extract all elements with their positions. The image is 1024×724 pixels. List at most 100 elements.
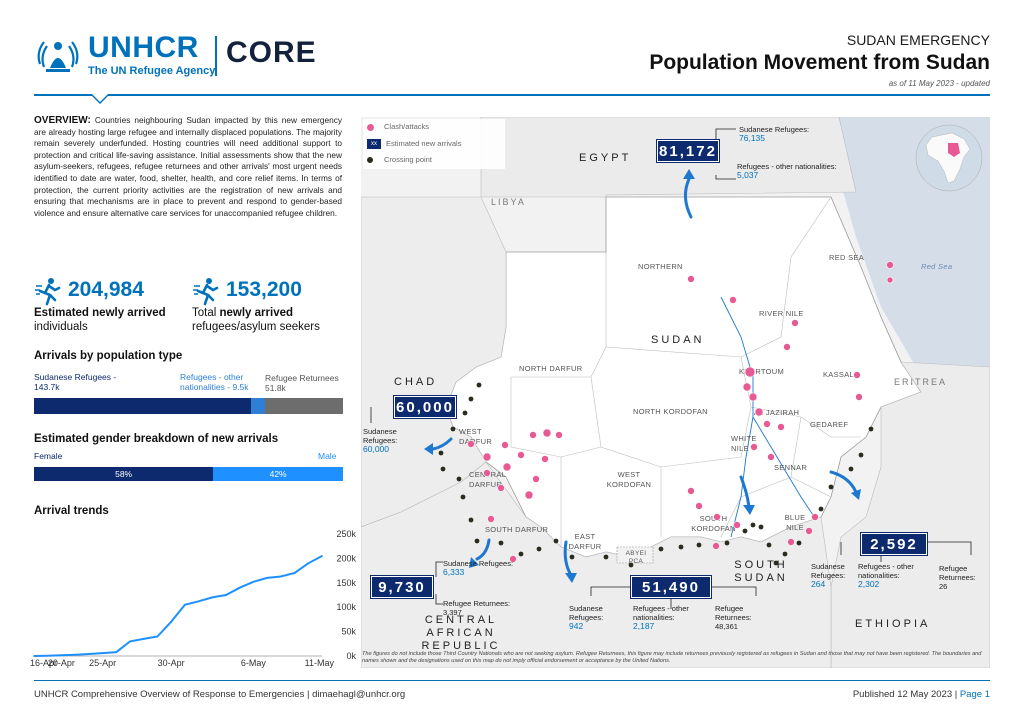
y-tick-label: 150k xyxy=(336,578,356,588)
data-point xyxy=(184,603,186,606)
country-label-eritrea: ERITREA xyxy=(894,377,948,387)
bar-segment-sudanese xyxy=(34,398,251,414)
overview-paragraph: OVERVIEW: Countries neighbouring Sudan i… xyxy=(34,115,342,219)
running-person-icon xyxy=(193,278,219,306)
data-point xyxy=(129,640,131,643)
map-legend: Clash/attacks xx Estimated new arrivals C… xyxy=(363,119,505,169)
dark-dot-icon xyxy=(367,157,373,164)
data-point xyxy=(46,654,49,657)
female-segment: 58% xyxy=(34,467,214,481)
state-label: WEST KORDOFAN xyxy=(606,470,652,489)
data-point xyxy=(252,581,255,583)
legend-item-arrivals: xx Estimated new arrivals xyxy=(367,138,461,150)
page-number: Page 1 xyxy=(959,689,990,700)
data-point xyxy=(197,600,200,603)
arrivals-box-ethiopia: 2,592 xyxy=(860,532,928,556)
car-sudanese: Sudanese Refugees: 6,333 xyxy=(443,559,514,577)
x-tick-label: 11-May xyxy=(305,658,335,668)
series-line xyxy=(33,555,323,657)
data-point xyxy=(60,654,63,657)
footer-credit: UNHCR Comprehensive Overview of Response… xyxy=(34,689,406,700)
data-point xyxy=(101,652,104,654)
y-tick-label: 50k xyxy=(341,627,356,637)
x-tick-label: 30-Apr xyxy=(158,658,185,668)
state-label: EAST DARFUR xyxy=(568,532,602,551)
state-label: AL JAZIRAH xyxy=(754,408,800,417)
pop-label-returnees: Refugee Returnees 51.8k xyxy=(265,373,339,393)
country-label-chad: CHAD xyxy=(394,376,438,388)
unhcr-logo: UNHCR The UN Refugee Agency xyxy=(88,33,216,78)
x-tick-label: 16-Apr xyxy=(30,658,57,668)
state-label: SOUTH KORDOFAN xyxy=(691,514,736,533)
org-tagline: The UN Refugee Agency xyxy=(88,65,216,77)
arrivals-box-car: 9,730 xyxy=(370,575,434,599)
data-point xyxy=(307,562,310,565)
car-returnees: Refugee Returnees: 3,397 xyxy=(443,599,511,617)
overview-heading: OVERVIEW: xyxy=(34,115,91,126)
header-title-block: SUDAN EMERGENCY Population Movement from… xyxy=(649,32,990,88)
country-label-egypt: EGYPT xyxy=(579,152,632,164)
arrivals-box-egypt: 81,172 xyxy=(656,139,720,163)
footer-rule xyxy=(34,680,990,681)
x-tick-label: 6-May xyxy=(241,658,267,668)
data-point xyxy=(321,555,323,557)
sudan-map: EGYPT LIBYA CHAD SUDAN CENTRAL AFRICAN R… xyxy=(361,117,990,668)
population-stacked-bar xyxy=(34,398,343,414)
stat-value: 153,200 xyxy=(226,278,302,301)
ssd-returnees: Refugee Returnees: 48,361 xyxy=(715,604,752,631)
sea-label: Red Sea xyxy=(921,262,953,271)
unhcr-emblem-icon xyxy=(37,41,79,72)
state-label: BLUE NILE xyxy=(784,513,806,532)
egypt-other: Refugees - other nationalities: 5,037 xyxy=(737,162,837,180)
y-tick-label: 0k xyxy=(346,651,356,661)
logo-divider xyxy=(215,36,217,76)
y-tick-label: 100k xyxy=(336,602,356,612)
data-point xyxy=(142,638,145,640)
country-label-ethiopia: ETHIOPIA xyxy=(855,618,931,630)
male-segment: 42% xyxy=(213,467,343,481)
data-point xyxy=(266,577,268,579)
pink-dot-icon xyxy=(367,123,374,131)
country-label-libya: LIBYA xyxy=(491,197,526,207)
data-point xyxy=(33,655,35,657)
ssd-other: Refugees - other nationalities: 2,187 xyxy=(633,604,689,631)
arrival-box-icon: xx xyxy=(367,139,381,150)
eth-other: Refugees - other nationalities: 2,302 xyxy=(858,562,914,589)
y-tick-label: 250k xyxy=(336,529,356,539)
x-tick-label: 20-Apr xyxy=(48,658,75,668)
state-label: RED SEA xyxy=(829,253,865,262)
eth-returnees: Refugee Returnees: 26 xyxy=(939,564,976,591)
data-point xyxy=(115,651,118,653)
core-logo: CORE xyxy=(226,36,317,69)
female-label: Female xyxy=(34,451,63,461)
state-label: WEST DARFUR xyxy=(459,427,493,446)
country-label-car: CENTRAL AFRICAN REPUBLIC xyxy=(421,614,501,652)
africa-inset-globe xyxy=(915,124,983,192)
map-points xyxy=(370,128,972,609)
eth-sudanese: Sudanese Refugees: 264 xyxy=(811,562,846,589)
pop-label-sudanese: Sudanese Refugees - 143.7k xyxy=(34,372,117,392)
stat-estimated-arrivals: 204,984 Estimated newly arrived individua… xyxy=(34,276,184,336)
legend-item-crossing: Crossing point xyxy=(367,154,432,166)
data-point xyxy=(238,586,241,589)
state-label: NORTHERN xyxy=(638,262,683,271)
bar-segment-other xyxy=(250,398,265,414)
data-point xyxy=(170,621,172,623)
chad-sudanese: Sudanese Refugees: 60,000 xyxy=(363,427,398,454)
state-label: KHARTOUM xyxy=(739,367,785,376)
emergency-kicker: SUDAN EMERGENCY xyxy=(846,32,990,48)
data-point xyxy=(156,635,159,638)
as-of-date: as of 11 May 2023 - updated xyxy=(888,79,990,88)
stat-label: Estimated newly arrived individuals xyxy=(34,307,166,333)
state-label: ABYEI PCA xyxy=(625,550,647,565)
stat-value: 204,984 xyxy=(68,278,144,301)
state-label: NORTH KORDOFAN xyxy=(633,407,708,416)
legend-item-clashes: Clash/attacks xyxy=(367,121,429,133)
data-point xyxy=(293,572,296,574)
population-type-title: Arrivals by population type xyxy=(34,350,183,362)
country-label-south-sudan: SOUTH SUDAN xyxy=(734,559,788,584)
pop-label-other: Refugees - other nationalities - 9.5k xyxy=(180,372,249,392)
state-label: WHITE NILE xyxy=(731,434,757,453)
state-label: SOUTH DARFUR xyxy=(485,525,549,534)
